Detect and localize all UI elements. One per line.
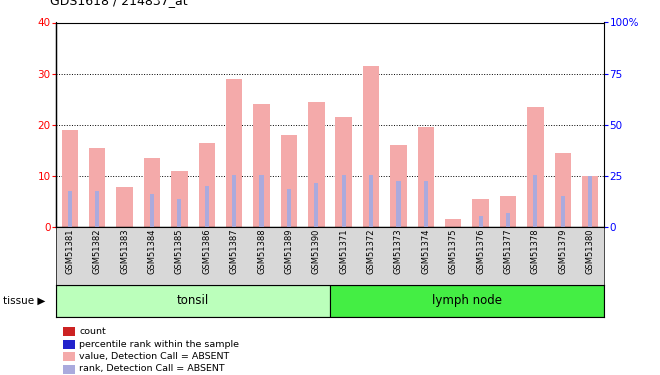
Bar <box>199 142 215 227</box>
Bar <box>171 171 187 227</box>
Bar <box>144 158 160 227</box>
Bar <box>226 79 242 227</box>
Bar <box>205 186 209 227</box>
Bar <box>308 102 325 227</box>
Bar <box>116 187 133 227</box>
Text: GSM51379: GSM51379 <box>558 229 568 274</box>
Text: GSM51377: GSM51377 <box>504 229 513 274</box>
Bar <box>533 175 537 227</box>
Text: rank, Detection Call = ABSENT: rank, Detection Call = ABSENT <box>79 364 225 374</box>
Text: GSM51380: GSM51380 <box>585 229 595 274</box>
Text: GSM51371: GSM51371 <box>339 229 348 274</box>
Bar <box>390 145 407 227</box>
Text: lymph node: lymph node <box>432 294 502 307</box>
Text: GDS1618 / 214837_at: GDS1618 / 214837_at <box>50 0 187 8</box>
Text: GSM51375: GSM51375 <box>449 229 458 274</box>
Text: GSM51390: GSM51390 <box>312 229 321 274</box>
Bar <box>342 175 346 227</box>
Bar <box>150 194 154 227</box>
Text: GSM51378: GSM51378 <box>531 229 540 274</box>
Bar <box>369 175 373 227</box>
Bar <box>61 130 78 227</box>
Text: value, Detection Call = ABSENT: value, Detection Call = ABSENT <box>79 352 230 361</box>
Bar <box>178 199 182 227</box>
Text: tissue ▶: tissue ▶ <box>3 296 46 306</box>
Text: GSM51381: GSM51381 <box>65 229 75 274</box>
Bar <box>424 181 428 227</box>
Bar <box>473 199 489 227</box>
Bar <box>527 107 544 227</box>
Bar <box>363 66 380 227</box>
Text: percentile rank within the sample: percentile rank within the sample <box>79 340 239 349</box>
Text: GSM51382: GSM51382 <box>92 229 102 274</box>
Bar <box>500 196 516 227</box>
Bar <box>330 285 604 317</box>
Bar <box>554 153 571 227</box>
Text: GSM51388: GSM51388 <box>257 229 266 274</box>
Bar <box>588 176 592 227</box>
Text: GSM51374: GSM51374 <box>421 229 430 274</box>
Text: GSM51383: GSM51383 <box>120 229 129 274</box>
Bar <box>232 175 236 227</box>
Bar <box>287 189 291 227</box>
Text: GSM51376: GSM51376 <box>476 229 485 274</box>
Text: count: count <box>79 327 106 336</box>
Text: GSM51387: GSM51387 <box>230 229 239 274</box>
Bar <box>259 175 263 227</box>
Bar <box>335 117 352 227</box>
Bar <box>561 196 565 227</box>
Bar <box>56 285 330 317</box>
Bar <box>95 191 99 227</box>
Text: GSM51385: GSM51385 <box>175 229 184 274</box>
Bar <box>253 104 270 227</box>
Text: GSM51384: GSM51384 <box>147 229 156 274</box>
Text: GSM51372: GSM51372 <box>366 229 376 274</box>
Bar <box>68 191 72 227</box>
Bar <box>418 127 434 227</box>
Bar <box>506 213 510 227</box>
Bar <box>445 219 461 227</box>
Text: GSM51373: GSM51373 <box>394 229 403 274</box>
Text: GSM51389: GSM51389 <box>284 229 294 274</box>
Text: tonsil: tonsil <box>177 294 209 307</box>
Bar <box>478 216 482 227</box>
Bar <box>89 148 106 227</box>
Bar <box>582 176 599 227</box>
Bar <box>397 181 401 227</box>
Bar <box>314 183 318 227</box>
Text: GSM51386: GSM51386 <box>202 229 211 274</box>
Bar <box>280 135 297 227</box>
